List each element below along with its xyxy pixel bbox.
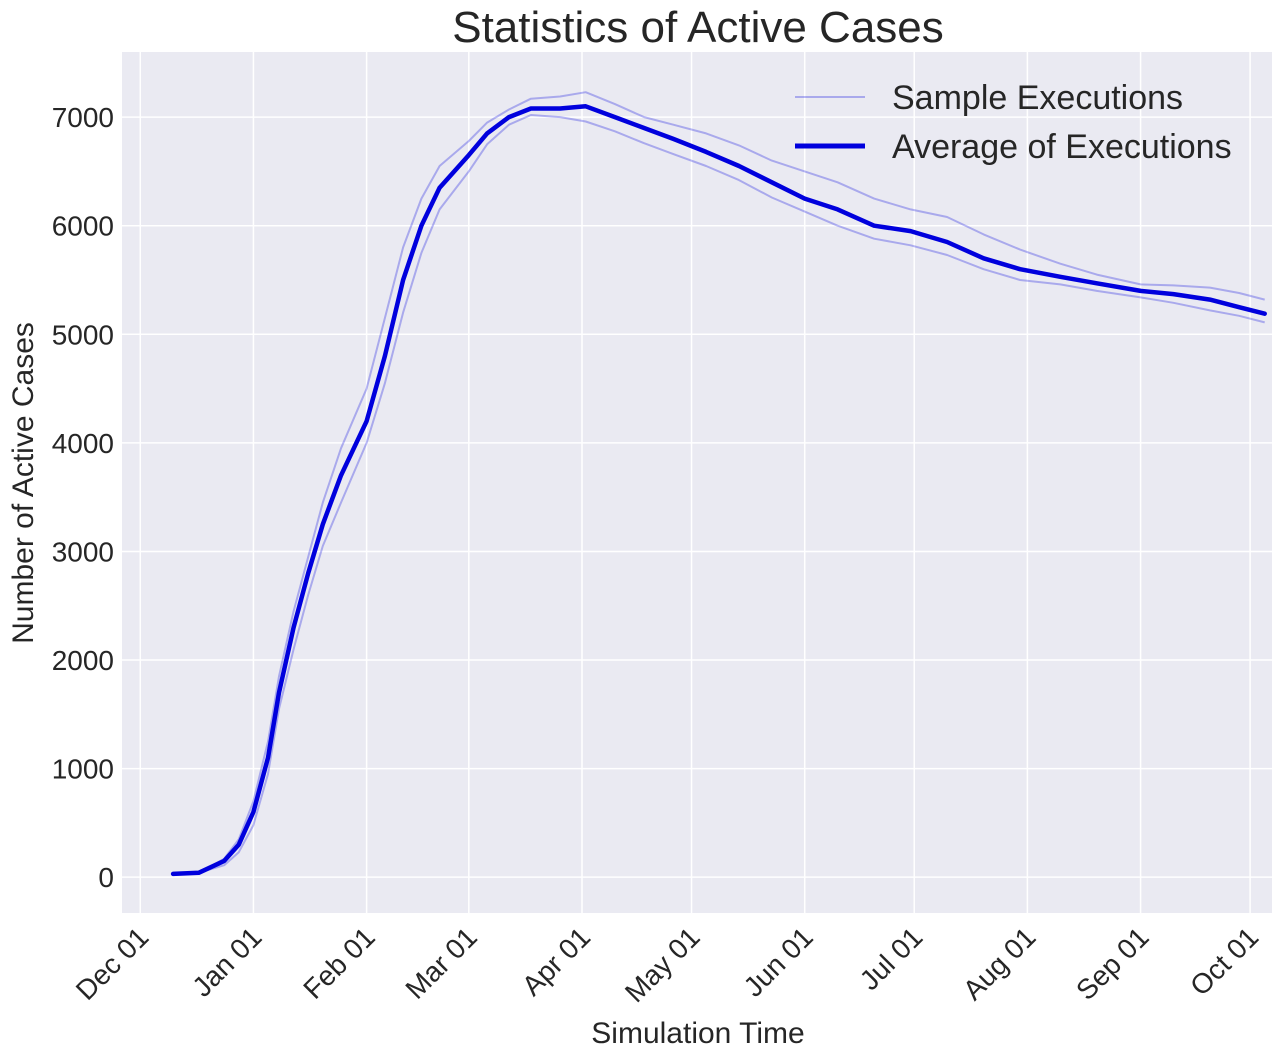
- y-axis-label: Number of Active Cases: [7, 322, 40, 644]
- average-series-group: [170, 104, 1267, 877]
- average-execution-line: [170, 104, 1267, 877]
- y-tick-label: 6000: [52, 211, 114, 242]
- grid: [122, 52, 1272, 913]
- sample-series-group: [173, 91, 1265, 875]
- plot-area: [122, 52, 1272, 913]
- x-axis-label: Simulation Time: [591, 1017, 804, 1050]
- y-tick-label: 7000: [52, 102, 114, 133]
- sample-execution-line: [173, 114, 1265, 875]
- y-tick-labels: 0 1000 2000 3000 4000 5000 6000 7000: [52, 102, 114, 893]
- y-tick-label: 0: [98, 862, 114, 893]
- sample-execution-line: [173, 91, 1265, 875]
- legend-average-label: Average of Executions: [892, 128, 1232, 166]
- y-tick-label: 5000: [52, 319, 114, 350]
- chart-title: Statistics of Active Cases: [452, 3, 944, 52]
- y-tick-label: 3000: [52, 536, 114, 567]
- y-tick-label: 1000: [52, 754, 114, 785]
- legend-sample-label: Sample Executions: [892, 79, 1183, 117]
- y-tick-label: 2000: [52, 645, 114, 676]
- legend: Sample Executions Average of Executions: [795, 79, 1232, 166]
- y-tick-label: 4000: [52, 428, 114, 459]
